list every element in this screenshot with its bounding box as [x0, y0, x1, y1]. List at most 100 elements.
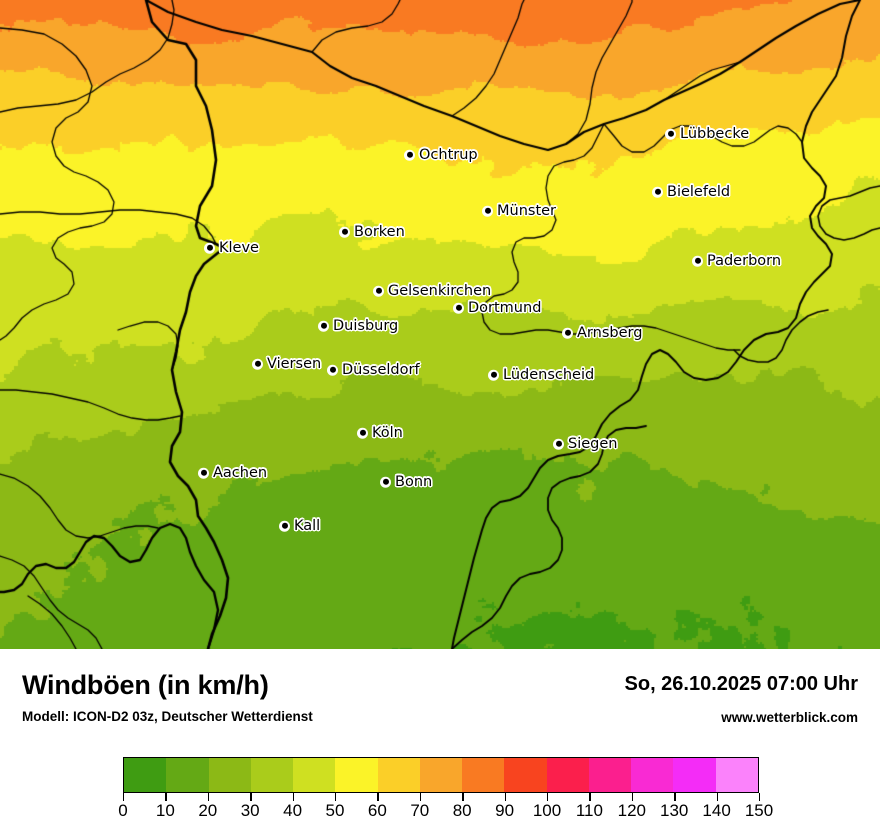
city-dot-icon [404, 149, 415, 161]
legend-swatch-40-50 [293, 758, 336, 792]
legend-tick [631, 793, 634, 801]
city-dot-icon [488, 369, 499, 381]
wind-gust-map[interactable]: Lübbecke Ochtrup Bielefeld Münster Borken Kle… [0, 0, 880, 649]
city-dot-icon [318, 320, 329, 332]
city-label: Lübbecke [680, 125, 750, 142]
legend-swatch-80-90 [462, 758, 505, 792]
map-footer: Windböen (in km/h) Modell: ICON-D2 03z, … [0, 649, 880, 830]
legend-tick [165, 793, 167, 801]
city-dot-icon [562, 327, 573, 339]
legend-swatch-90-100 [504, 758, 547, 792]
city-label: Kleve [219, 239, 259, 256]
city-marker-borken[interactable]: Borken [339, 225, 405, 240]
city-label: Aachen [213, 464, 268, 481]
legend-swatch-0-10 [124, 758, 167, 792]
legend-swatch-30-40 [250, 758, 294, 792]
legend-tick [674, 793, 676, 801]
city-marker-ldenscheid[interactable]: Lüdenscheid [488, 368, 594, 383]
legend-label-0: 0 [118, 801, 128, 820]
city-dot-core [375, 288, 382, 294]
legend-tick [419, 793, 422, 801]
city-marker-kall[interactable]: Kall [279, 519, 320, 534]
legend-tick [462, 793, 464, 801]
city-dot-core [455, 305, 462, 311]
city-dot-core [654, 189, 661, 195]
legend-label-150: 150 [744, 801, 774, 820]
city-marker-siegen[interactable]: Siegen [553, 437, 617, 452]
legend-label-20: 20 [198, 801, 218, 820]
legend-tick [123, 793, 125, 801]
city-dot-icon [279, 520, 290, 532]
city-dot-core [490, 372, 497, 378]
legend-tick-marks [123, 793, 761, 801]
city-marker-ochtrup[interactable]: Ochtrup [404, 148, 478, 163]
city-dot-core [382, 479, 389, 485]
city-marker-lbbecke[interactable]: Lübbecke [665, 127, 749, 142]
city-label: Paderborn [707, 252, 782, 269]
city-label: Düsseldorf [342, 361, 420, 378]
city-label: Arnsberg [577, 324, 643, 341]
city-marker-aachen[interactable]: Aachen [198, 466, 267, 481]
legend-tick [292, 793, 294, 801]
city-labels-layer: Lübbecke Ochtrup Bielefeld Münster Borken Kle… [198, 127, 781, 534]
city-dot-core [555, 441, 562, 447]
city-label: Bielefeld [667, 183, 731, 200]
city-label: Gelsenkirchen [388, 282, 492, 299]
city-marker-dortmund[interactable]: Dortmund [453, 301, 541, 316]
city-dot-icon [482, 205, 493, 217]
city-marker-gelsenkirchen[interactable]: Gelsenkirchen [373, 284, 491, 299]
city-dot-icon [380, 476, 391, 488]
city-marker-dsseldorf[interactable]: Düsseldorf [327, 363, 420, 378]
legend-tick [377, 793, 379, 801]
legend-swatch-130-140 [673, 758, 716, 792]
city-dot-core [341, 229, 348, 235]
city-marker-mnster[interactable]: Münster [482, 204, 556, 219]
legend-label-120: 120 [617, 801, 646, 820]
city-marker-arnsberg[interactable]: Arnsberg [562, 326, 642, 341]
city-dot-icon [652, 186, 663, 198]
city-dot-icon [204, 242, 215, 254]
legend-swatch-20-30 [208, 758, 251, 792]
legend-tick [504, 793, 506, 801]
city-marker-paderborn[interactable]: Paderborn [692, 254, 781, 269]
legend-swatch-60-70 [377, 758, 420, 792]
legend-label-50: 50 [325, 801, 345, 820]
city-marker-kleve[interactable]: Kleve [204, 241, 259, 256]
city-dot-core [564, 330, 571, 336]
legend-tick [547, 793, 549, 801]
legend-label-60: 60 [367, 801, 387, 820]
legend-tick [589, 793, 591, 801]
legend-label-130: 130 [660, 801, 689, 820]
legend-tick [207, 793, 210, 801]
legend-swatch-140-150 [715, 758, 758, 792]
city-marker-bonn[interactable]: Bonn [380, 475, 432, 490]
legend-tick [716, 793, 718, 801]
city-dot-core [667, 131, 674, 137]
legend-swatch-120-130 [631, 758, 674, 792]
city-label: Lüdenscheid [503, 366, 595, 383]
city-marker-bielefeld[interactable]: Bielefeld [652, 185, 730, 200]
city-dot-icon [665, 128, 676, 140]
city-marker-kln[interactable]: Köln [357, 426, 403, 441]
city-dot-icon [373, 285, 384, 297]
legend-label-40: 40 [283, 801, 303, 820]
city-dot-core [359, 430, 366, 436]
legend-label-70: 70 [410, 801, 430, 820]
legend-swatch-10-20 [166, 758, 209, 792]
valid-timestamp: So, 26.10.2025 07:00 Uhr [624, 673, 858, 695]
legend-swatch-50-60 [335, 758, 378, 792]
city-marker-duisburg[interactable]: Duisburg [318, 319, 398, 334]
city-dot-icon [357, 427, 368, 439]
city-dot-icon [553, 438, 564, 450]
city-label: Münster [497, 202, 557, 219]
city-dot-icon [252, 358, 263, 370]
city-dot-icon [453, 302, 464, 314]
legend-color-bar [123, 757, 759, 793]
city-marker-viersen[interactable]: Viersen [252, 357, 321, 372]
city-label: Siegen [568, 435, 618, 452]
legend-swatch-70-80 [419, 758, 463, 792]
city-dot-core [281, 523, 288, 529]
city-dot-core [406, 152, 413, 158]
legend-label-140: 140 [702, 801, 731, 820]
city-label: Bonn [395, 473, 433, 490]
